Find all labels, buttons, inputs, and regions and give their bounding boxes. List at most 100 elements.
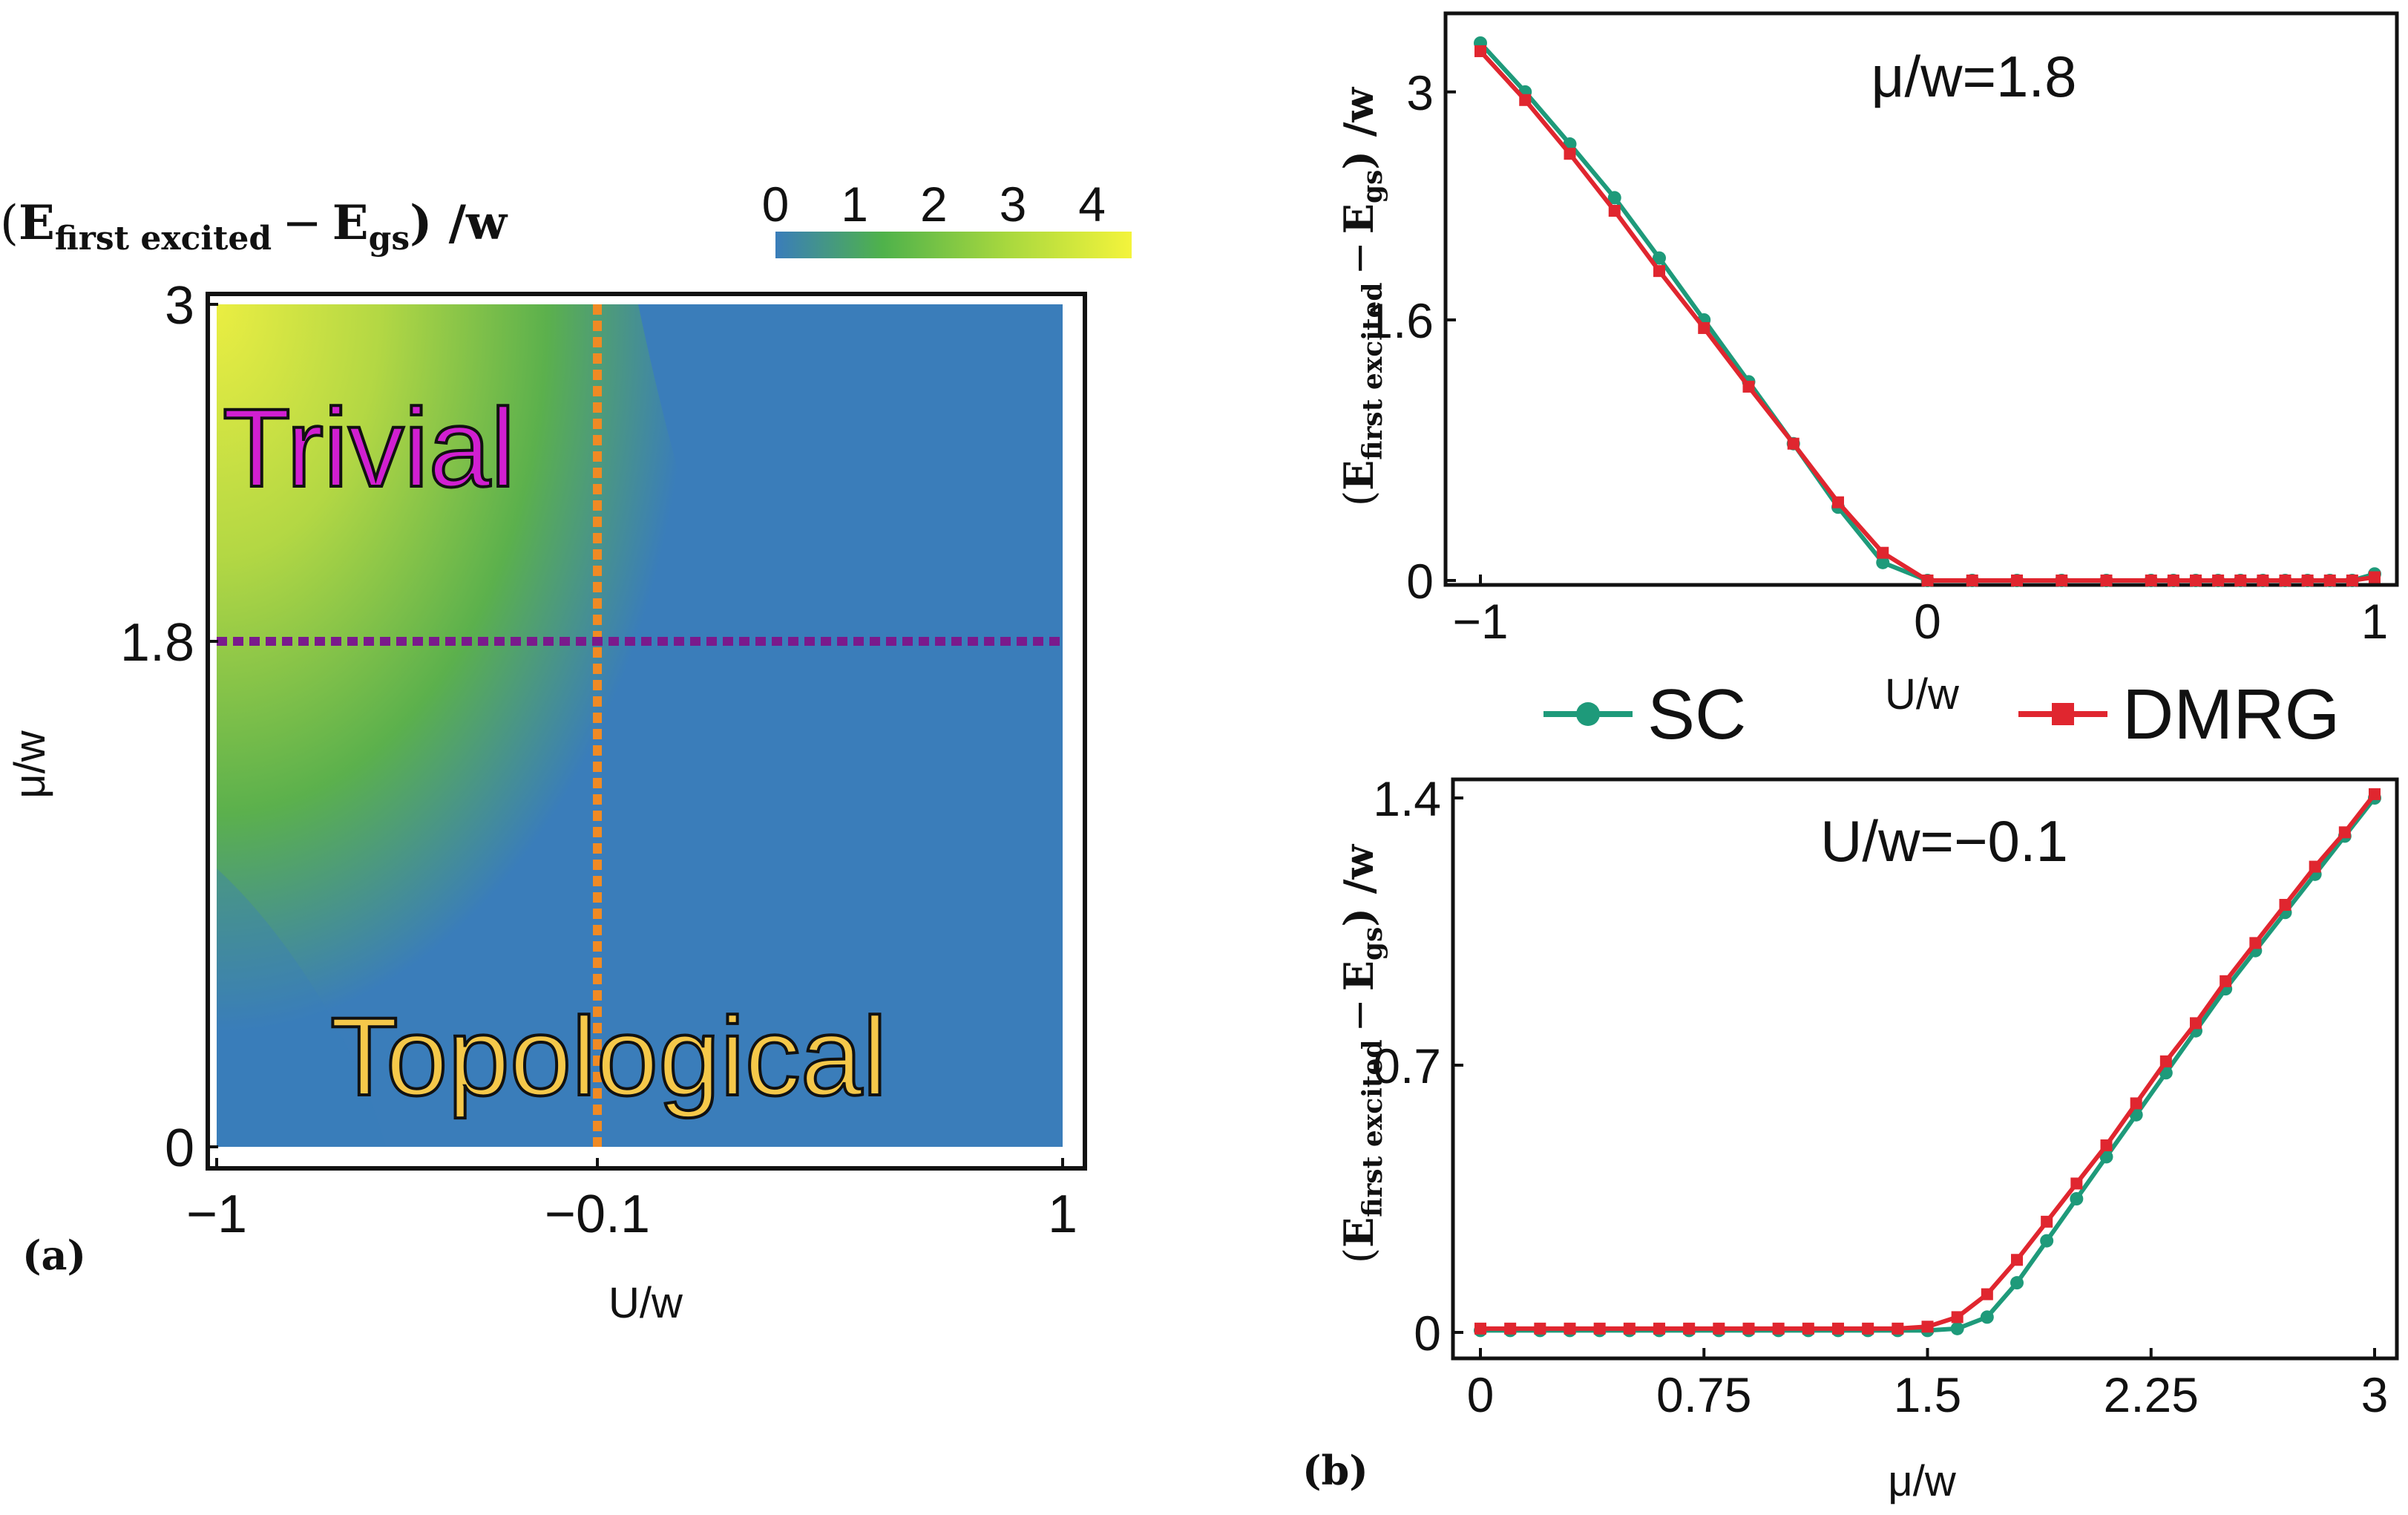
top-xtick-label-2: 1 xyxy=(2361,594,2389,649)
colorbar-tick-label-0: 0 xyxy=(762,177,790,232)
panel-label-a: (a) xyxy=(22,1231,86,1279)
top-xlabel: U/w xyxy=(1885,670,1960,719)
top-xtick-label-1: 0 xyxy=(1914,594,1941,649)
bot-xtick-label-4: 3 xyxy=(2361,1367,2389,1422)
bot-point-dmrg-3 xyxy=(1564,1322,1576,1335)
top-point-dmrg-23 xyxy=(2323,575,2336,586)
heatmap-field xyxy=(217,304,1063,1147)
bot-point-dmrg-23 xyxy=(2159,1055,2172,1067)
bot-point-dmrg-28 xyxy=(2309,860,2321,873)
bot-point-dmrg-1 xyxy=(1504,1322,1517,1335)
bot-point-dmrg-21 xyxy=(2100,1139,2113,1151)
top-point-dmrg-24 xyxy=(2346,575,2358,586)
bot-point-dmrg-30 xyxy=(2369,788,2381,800)
colorbar xyxy=(775,232,1132,258)
bot-point-dmrg-27 xyxy=(2279,899,2291,911)
bot-point-dmrg-14 xyxy=(1892,1322,1904,1335)
bot-point-dmrg-19 xyxy=(2041,1215,2053,1228)
heatmap-axes: −1 −0.1 1 0 1.8 3 xyxy=(120,276,1077,1244)
top-point-dmrg-6 xyxy=(1742,380,1755,393)
bot-xtick-label-0: 0 xyxy=(1467,1367,1495,1422)
bot-point-dmrg-26 xyxy=(2249,937,2262,949)
bot-point-dmrg-20 xyxy=(2070,1177,2083,1190)
hm-xtick-label-1: −0.1 xyxy=(545,1185,650,1244)
bottom-panel-axes: 0 0.75 1.5 2.25 3 0 0.7 1.4 xyxy=(1373,771,2388,1422)
colorbar-tick-label-2: 2 xyxy=(920,177,948,232)
heatmap-frame xyxy=(206,292,1087,1171)
bot-point-dmrg-29 xyxy=(2338,826,2351,839)
bot-point-dmrg-5 xyxy=(1623,1322,1636,1335)
legend-label-sc: SC xyxy=(1647,675,1746,754)
bot-series-line-dmrg xyxy=(1480,793,2377,1331)
bot-xtick-label-3: 2.25 xyxy=(2104,1367,2199,1422)
top-panel-frame xyxy=(1443,11,2399,587)
panel-label-b: (b) xyxy=(1302,1447,1368,1494)
bot-point-dmrg-16 xyxy=(1951,1311,1964,1323)
top-point-sc-4 xyxy=(1653,251,1666,265)
cut-lines xyxy=(217,304,1063,1147)
title-e: E xyxy=(19,195,55,251)
colorbar-tick-label-1: 1 xyxy=(841,177,868,232)
legend-label-dmrg: DMRG xyxy=(2122,675,2340,754)
region-label-topological: Topological xyxy=(330,994,888,1119)
top-xtick-label-0: −1 xyxy=(1452,594,1508,649)
bottom-annotation: U/w=−0.1 xyxy=(1820,808,2068,874)
bot-xtick-label-1: 0.75 xyxy=(1656,1367,1751,1422)
top-ytick-label-1: 1.6 xyxy=(1365,293,1434,348)
heatmap-ylabel: μ/w xyxy=(6,730,54,799)
top-point-dmrg-15 xyxy=(2145,575,2157,586)
top-point-dmrg-13 xyxy=(2056,575,2068,586)
bot-point-dmrg-25 xyxy=(2220,975,2232,987)
top-point-dmrg-17 xyxy=(2190,575,2202,586)
bot-point-dmrg-22 xyxy=(2130,1097,2142,1110)
top-point-dmrg-16 xyxy=(2167,575,2179,586)
top-point-sc-9 xyxy=(1876,555,1890,569)
bot-xtick-label-2: 1.5 xyxy=(1894,1367,1962,1422)
bot-point-dmrg-4 xyxy=(1593,1322,1606,1335)
legend-marker-dmrg xyxy=(2052,703,2074,725)
bot-point-dmrg-24 xyxy=(2190,1017,2202,1030)
title-close: ) /w xyxy=(410,195,508,251)
hm-ytick-label-2: 3 xyxy=(165,276,194,336)
top-point-dmrg-2 xyxy=(1564,148,1576,160)
bot-ytick-label-0: 0 xyxy=(1414,1306,1441,1361)
bot-point-dmrg-6 xyxy=(1653,1322,1665,1335)
bot-point-dmrg-17 xyxy=(1981,1288,1993,1300)
line-panel-bottom: 0 0.75 1.5 2.25 3 0 0.7 1.4 U/w=−0.1 (Efirst ex… xyxy=(1302,771,2399,1505)
top-ylabel: (Efirst excited−Egs) /w xyxy=(1335,87,1388,506)
bot-point-dmrg-18 xyxy=(2011,1254,2023,1266)
bot-point-sc-21 xyxy=(2099,1150,2113,1164)
bot-point-dmrg-15 xyxy=(1921,1321,1934,1333)
top-panel-axes: −1 0 1 0 1.6 3 xyxy=(1365,65,2388,649)
hm-ytick-label-0: 0 xyxy=(165,1119,194,1178)
colorbar-tick-label-3: 3 xyxy=(1000,177,1027,232)
top-point-dmrg-12 xyxy=(2011,575,2023,586)
bot-point-dmrg-13 xyxy=(1862,1322,1874,1335)
bot-point-dmrg-10 xyxy=(1772,1322,1785,1335)
top-ytick-label-0: 0 xyxy=(1406,554,1434,609)
top-point-sc-3 xyxy=(1607,191,1621,205)
title-open-paren: ( xyxy=(0,196,19,251)
top-point-dmrg-0 xyxy=(1474,45,1486,57)
top-annotation: μ/w=1.8 xyxy=(1871,44,2077,109)
bot-point-dmrg-2 xyxy=(1534,1322,1546,1335)
top-point-dmrg-22 xyxy=(2301,575,2314,586)
top-point-dmrg-10 xyxy=(1921,575,1934,586)
title-e-gs: E xyxy=(332,195,369,251)
top-point-dmrg-5 xyxy=(1698,321,1710,334)
bot-point-sc-16 xyxy=(1950,1321,1964,1335)
top-point-dmrg-7 xyxy=(1787,437,1800,450)
top-point-dmrg-1 xyxy=(1519,94,1532,106)
bottom-ylabel: (Efirst excited−Egs) /w xyxy=(1335,844,1388,1263)
line-panel-top: −1 0 1 0 1.6 3 μ/w=1.8 (Efirst excited−Egs) /… xyxy=(1335,11,2399,719)
bot-point-sc-19 xyxy=(2040,1234,2054,1248)
legend-marker-sc xyxy=(1576,702,1600,726)
bot-ytick-label-1: 0.7 xyxy=(1373,1038,1441,1093)
bot-point-sc-20 xyxy=(2070,1192,2084,1205)
bottom-xlabel: μ/w xyxy=(1888,1457,1957,1505)
top-point-dmrg-9 xyxy=(1877,546,1889,559)
legend-item-sc: SC xyxy=(1543,675,1746,754)
top-series-line-sc xyxy=(1478,41,2375,583)
